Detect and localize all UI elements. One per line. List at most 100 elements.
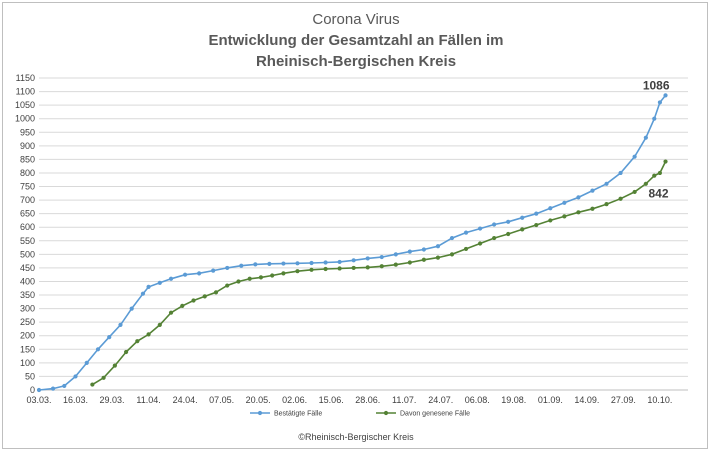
series-2-point xyxy=(351,265,356,271)
copyright-text: ©Rheinisch-Bergischer Kreis xyxy=(298,432,414,442)
series-2-point xyxy=(506,231,511,237)
x-tick-label: 24.07. xyxy=(428,395,453,405)
series-2-point xyxy=(657,170,663,176)
series-2-point xyxy=(576,210,581,215)
x-tick-label: 14.09. xyxy=(574,395,599,405)
x-tick-label: 15.06. xyxy=(319,395,344,405)
series-2-point xyxy=(435,255,441,260)
x-tick-label: 19.08. xyxy=(501,395,526,405)
series-1-point xyxy=(365,256,370,261)
series-1-point xyxy=(50,386,56,391)
x-tick-label: 28.06. xyxy=(355,395,380,405)
series-2-point xyxy=(135,339,140,344)
y-tick-label: 750 xyxy=(20,182,35,192)
y-tick-label: 700 xyxy=(20,195,35,205)
series-2-point xyxy=(393,262,398,267)
series-2-point xyxy=(157,322,162,327)
series-1-point xyxy=(62,383,67,389)
y-tick-label: 350 xyxy=(20,290,35,300)
series-1-point xyxy=(182,272,188,277)
series-1-point xyxy=(337,259,342,265)
y-tick-label: 650 xyxy=(20,209,35,219)
series-1-point xyxy=(520,215,525,220)
series-2-point xyxy=(146,332,151,337)
series-2-point xyxy=(562,214,567,219)
y-tick-label: 800 xyxy=(20,168,35,178)
series-1-point xyxy=(548,206,553,211)
x-tick-label: 07.05. xyxy=(209,395,234,405)
series-1-point xyxy=(506,219,511,224)
x-tick-label: 29.03. xyxy=(100,395,125,405)
series-1-point xyxy=(632,154,637,159)
series-1-point xyxy=(225,265,230,271)
series-1-point xyxy=(562,200,567,205)
legend-marker-1 xyxy=(257,410,263,416)
y-tick-label: 400 xyxy=(20,276,35,286)
y-tick-label: 1100 xyxy=(16,87,35,97)
series-2-point xyxy=(548,218,553,223)
series-1-point xyxy=(351,258,356,263)
x-tick-label: 03.03. xyxy=(26,395,51,405)
y-tick-label: 1150 xyxy=(16,73,35,83)
y-tick-label: 500 xyxy=(20,249,35,259)
series-1-point xyxy=(421,247,427,252)
series-1-point xyxy=(118,322,123,327)
y-tick-label: 100 xyxy=(20,358,35,368)
y-tick-label: 0 xyxy=(30,385,35,395)
series-2-point xyxy=(632,189,637,195)
series-2-point xyxy=(295,269,300,274)
series-1-point xyxy=(492,222,497,227)
series-1-point xyxy=(129,306,134,311)
series-2-point xyxy=(365,265,370,270)
series-2-point xyxy=(477,241,483,246)
series-1-point xyxy=(84,360,89,365)
y-tick-label: 150 xyxy=(20,344,35,354)
series-2-point xyxy=(379,264,384,269)
x-tick-label: 20.05. xyxy=(246,395,271,405)
series-1-point xyxy=(140,291,146,296)
series-1-point xyxy=(643,135,648,140)
series-1-point xyxy=(663,93,668,98)
series-1-point xyxy=(323,260,328,265)
series-1-point xyxy=(239,263,244,268)
series-2-point xyxy=(202,294,207,299)
series-1-point xyxy=(604,181,609,186)
series-1-point xyxy=(618,170,623,176)
series-2-point xyxy=(225,283,230,288)
series-2-point xyxy=(643,181,648,186)
series-2-point xyxy=(236,279,241,284)
series-1-point xyxy=(253,262,258,267)
series-2-point xyxy=(449,252,455,257)
x-tick-label: 01.09. xyxy=(538,395,563,405)
series-2-point xyxy=(337,266,342,271)
series-2-point xyxy=(534,222,539,228)
series-2-point xyxy=(281,271,286,276)
series-2-point xyxy=(590,206,595,211)
legend-label-2: Davon genesene Fälle xyxy=(400,411,470,418)
y-tick-label: 600 xyxy=(20,222,35,232)
y-tick-label: 550 xyxy=(20,236,35,246)
series-1-point xyxy=(197,271,202,276)
series-1-point xyxy=(407,249,412,254)
series-2-point xyxy=(520,227,525,232)
series-2-point xyxy=(90,382,95,387)
chart-title: Corona Virus xyxy=(312,11,400,28)
x-tick-label: 16.03. xyxy=(63,395,88,405)
x-tick-label: 10.10. xyxy=(647,395,672,405)
series-2-point xyxy=(309,267,314,272)
series-2-point xyxy=(123,349,129,355)
series-line-2 xyxy=(91,161,667,386)
series-2-point xyxy=(101,375,106,380)
y-tick-label: 1000 xyxy=(15,114,35,124)
series-1-point xyxy=(73,374,78,379)
y-tick-label: 1050 xyxy=(15,100,35,110)
series-2-point xyxy=(323,266,328,272)
series-line-1 xyxy=(38,94,667,391)
series-2-point xyxy=(270,273,275,278)
x-tick-label: 24.04. xyxy=(173,395,198,405)
series-1-point xyxy=(211,268,216,273)
series-1-point xyxy=(295,261,300,266)
series-2-point xyxy=(618,196,623,201)
y-tick-label: 900 xyxy=(20,141,35,151)
